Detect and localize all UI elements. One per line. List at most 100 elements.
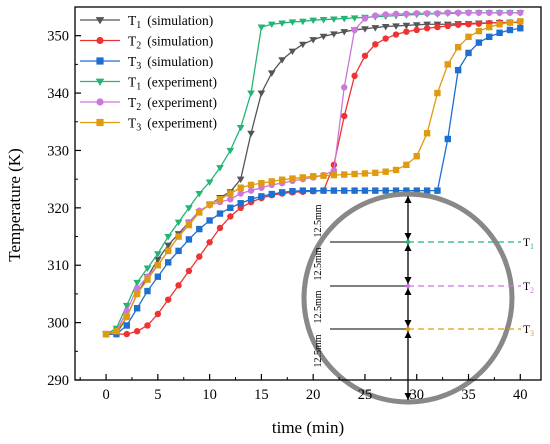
legend-entry: T1 (experiment) [80, 75, 217, 93]
data-point [350, 15, 359, 22]
data-point [403, 28, 410, 35]
data-point [413, 10, 420, 17]
legend-label: T2 (experiment) [128, 95, 217, 113]
data-point [517, 18, 524, 25]
data-point [392, 166, 400, 174]
data-point [267, 21, 276, 29]
data-point [517, 9, 524, 16]
x-tick-label: 30 [409, 387, 424, 403]
data-point [154, 262, 162, 269]
data-point [413, 26, 420, 34]
data-point [144, 287, 151, 295]
data-point [133, 328, 141, 335]
data-point [330, 161, 338, 169]
data-point [237, 200, 244, 207]
data-point [257, 24, 266, 31]
data-point [381, 23, 390, 31]
arrowhead [404, 393, 412, 400]
data-point [165, 259, 172, 266]
data-point [423, 21, 431, 29]
series-t3-simulation [102, 25, 524, 338]
data-point [185, 267, 193, 275]
data-point [237, 184, 244, 191]
data-point [175, 282, 182, 289]
legend-label: T1 (simulation) [128, 13, 213, 31]
data-point [226, 147, 235, 155]
legend-swatch-marker [96, 57, 104, 65]
data-point [165, 247, 172, 255]
data-point [154, 251, 162, 258]
data-point [361, 26, 369, 33]
data-point [196, 225, 203, 233]
data-point [434, 187, 441, 194]
data-point [258, 179, 265, 187]
data-point [434, 10, 441, 17]
data-point [278, 20, 286, 27]
data-point [247, 130, 255, 138]
data-point [340, 29, 349, 36]
probe-label-t3: T3 [523, 324, 534, 338]
x-tick-label: 5 [154, 387, 161, 403]
legend-swatch-marker [96, 118, 104, 127]
data-point [133, 279, 141, 287]
data-point [351, 170, 358, 178]
data-point [227, 204, 234, 212]
data-point [434, 89, 441, 97]
data-point [289, 188, 296, 195]
data-point [216, 165, 224, 172]
data-point [361, 170, 369, 177]
data-point [247, 181, 255, 189]
data-point [122, 302, 131, 310]
data-point [403, 161, 410, 169]
data-point [382, 35, 389, 42]
data-point [216, 210, 224, 217]
probe-label-t2: T2 [523, 281, 534, 295]
arrowhead [404, 277, 412, 284]
data-point [154, 273, 162, 280]
data-point [102, 330, 110, 338]
legend-label: T3 (experiment) [128, 116, 217, 134]
data-point [496, 21, 503, 28]
data-point [289, 175, 296, 182]
data-point [298, 18, 307, 26]
data-point [517, 25, 524, 32]
x-tick-label: 10 [202, 387, 217, 403]
data-point [444, 22, 451, 30]
y-tick-label: 330 [47, 143, 69, 159]
data-point [165, 296, 172, 303]
data-point [465, 33, 472, 41]
data-point [423, 10, 431, 17]
data-point [341, 171, 348, 178]
series-t3-experiment [102, 18, 524, 338]
data-point [382, 168, 389, 175]
data-point [144, 322, 151, 329]
y-tick-label: 300 [47, 316, 69, 332]
data-point [143, 265, 152, 272]
data-point [486, 33, 493, 41]
data-point [340, 15, 349, 23]
x-axis-title: time (min) [272, 418, 344, 437]
data-point [506, 26, 514, 34]
data-point [341, 112, 348, 120]
data-point [361, 52, 369, 59]
arrowhead [404, 196, 412, 203]
data-point [299, 174, 307, 181]
data-point [392, 23, 400, 30]
data-point [258, 193, 265, 200]
data-point [154, 256, 162, 264]
data-point [423, 187, 431, 194]
data-point [423, 130, 431, 137]
probe-label-t1: T1 [523, 237, 534, 251]
data-point [257, 90, 266, 97]
data-point [206, 201, 213, 208]
x-tick-label: 40 [513, 387, 528, 403]
data-point [444, 9, 451, 16]
legend-entry: T1 (simulation) [80, 13, 213, 31]
legend-entry: T3 (simulation) [80, 54, 213, 72]
data-point [175, 247, 182, 255]
data-point [486, 9, 493, 16]
data-point [372, 169, 379, 177]
data-point [288, 48, 297, 56]
legend-label: T3 (simulation) [128, 54, 213, 72]
